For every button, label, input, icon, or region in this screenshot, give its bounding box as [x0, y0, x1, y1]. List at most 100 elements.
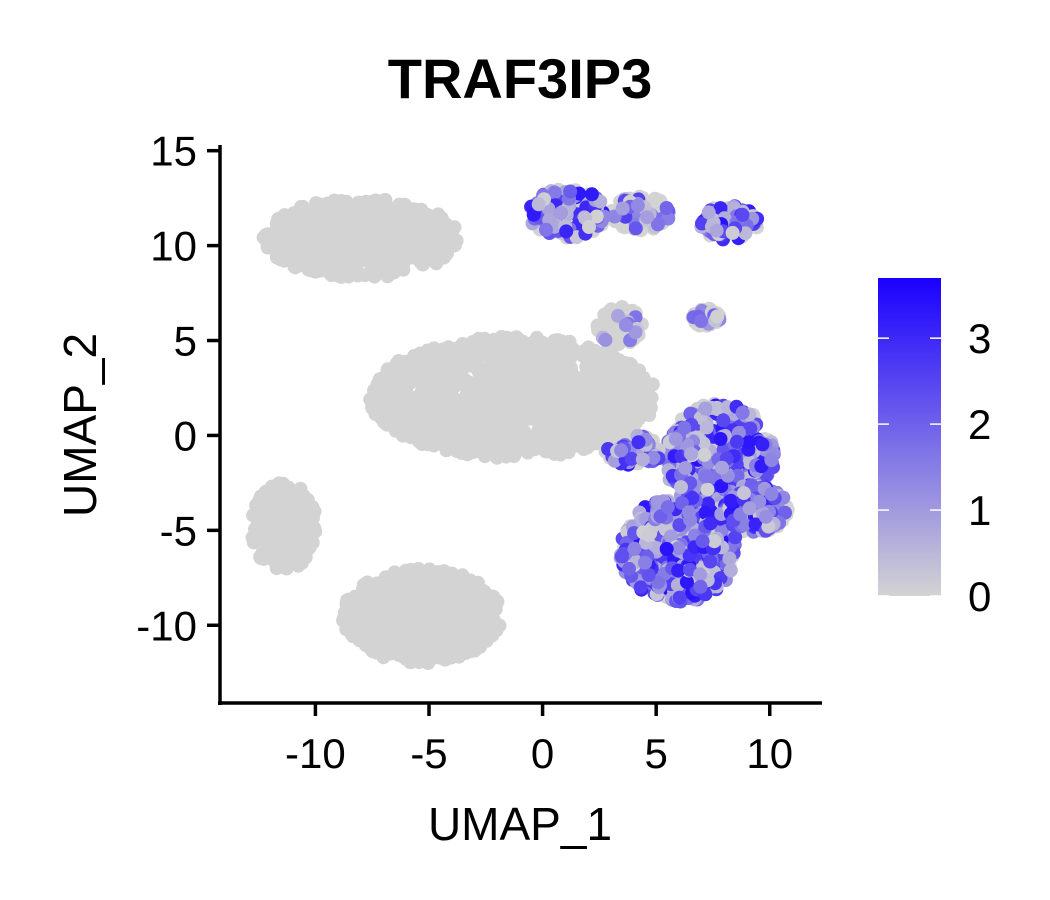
- data-point: [417, 654, 432, 668]
- data-point: [411, 619, 426, 634]
- data-point: [279, 219, 294, 234]
- y-tick-label: -5: [160, 507, 197, 554]
- data-point: [434, 631, 449, 646]
- data-point: [405, 218, 420, 233]
- colorbar: [878, 278, 941, 596]
- data-point: [470, 605, 485, 620]
- data-point: [391, 354, 406, 368]
- data-point: [561, 445, 576, 460]
- data-point: [677, 420, 692, 435]
- data-point: [286, 206, 301, 221]
- data-point: [552, 395, 567, 410]
- data-point: [699, 420, 714, 435]
- data-point: [300, 247, 315, 262]
- data-point: [314, 238, 329, 253]
- data-point: [547, 185, 562, 200]
- data-point: [697, 447, 712, 462]
- data-point: [475, 395, 490, 410]
- data-point: [643, 400, 658, 415]
- data-point: [684, 446, 699, 461]
- data-point: [627, 541, 642, 556]
- data-point: [420, 343, 435, 358]
- data-point: [537, 340, 552, 354]
- data-point: [385, 646, 399, 661]
- data-point: [361, 623, 375, 638]
- data-point: [764, 487, 779, 501]
- data-point: [408, 410, 423, 425]
- data-point: [370, 377, 385, 392]
- colorbar-tick-label: 2: [968, 401, 991, 448]
- data-point: [698, 401, 713, 416]
- data-point: [475, 620, 490, 635]
- data-point: [292, 557, 307, 572]
- data-point: [580, 364, 595, 379]
- data-point: [392, 197, 407, 212]
- data-point: [400, 565, 415, 579]
- data-point: [352, 633, 367, 648]
- data-point: [250, 501, 265, 516]
- data-point: [256, 527, 271, 542]
- data-point: [743, 421, 758, 436]
- data-point: [565, 341, 580, 356]
- data-point: [703, 554, 718, 569]
- data-point: [614, 443, 629, 458]
- data-point: [608, 380, 623, 394]
- y-tick-label: -10: [136, 602, 197, 649]
- data-point: [505, 441, 520, 456]
- data-point: [584, 187, 599, 202]
- data-point: [429, 650, 444, 665]
- data-point: [387, 224, 402, 239]
- data-point: [622, 379, 637, 394]
- data-point: [531, 197, 546, 212]
- data-point: [778, 505, 792, 520]
- data-point: [533, 371, 547, 385]
- data-point: [438, 239, 453, 254]
- data-point: [305, 206, 319, 221]
- data-point: [723, 493, 738, 508]
- data-point: [293, 481, 308, 496]
- data-point: [714, 479, 729, 494]
- data-point: [473, 640, 487, 654]
- data-point: [671, 541, 686, 556]
- data-point: [441, 355, 456, 370]
- data-point: [420, 353, 435, 368]
- data-point: [628, 221, 643, 236]
- data-point: [570, 420, 585, 435]
- data-point: [482, 370, 497, 385]
- data-point: [582, 220, 596, 234]
- colorbar-tick-label: 0: [968, 573, 991, 620]
- data-point: [271, 531, 286, 546]
- data-point: [499, 405, 514, 420]
- data-point: [414, 384, 429, 399]
- data-point: [611, 419, 626, 434]
- data-point: [271, 477, 286, 492]
- data-point: [659, 201, 674, 215]
- data-point: [456, 622, 471, 637]
- x-tick-label: -5: [410, 730, 447, 777]
- data-point: [491, 353, 506, 368]
- data-point: [641, 528, 656, 543]
- data-point: [628, 325, 643, 340]
- data-point: [635, 452, 650, 467]
- data-point: [685, 490, 700, 505]
- x-tick-label: -10: [285, 730, 346, 777]
- data-point: [501, 393, 516, 408]
- colorbar-tick-label: 3: [968, 315, 991, 362]
- data-point: [400, 625, 414, 640]
- data-point: [377, 193, 392, 208]
- data-point: [506, 349, 521, 363]
- data-point: [630, 198, 645, 213]
- data-point: [260, 548, 275, 563]
- data-point: [400, 377, 415, 392]
- data-point: [473, 589, 488, 604]
- data-point: [597, 307, 612, 322]
- colorbar-legend: 0 1 2 3: [878, 278, 991, 620]
- data-point: [327, 234, 341, 249]
- data-point: [521, 398, 535, 413]
- data-point: [535, 419, 550, 433]
- data-point: [367, 269, 382, 284]
- data-point: [549, 359, 563, 374]
- y-tick-label: 0: [174, 412, 197, 459]
- data-point: [715, 460, 729, 475]
- data-point: [304, 509, 319, 524]
